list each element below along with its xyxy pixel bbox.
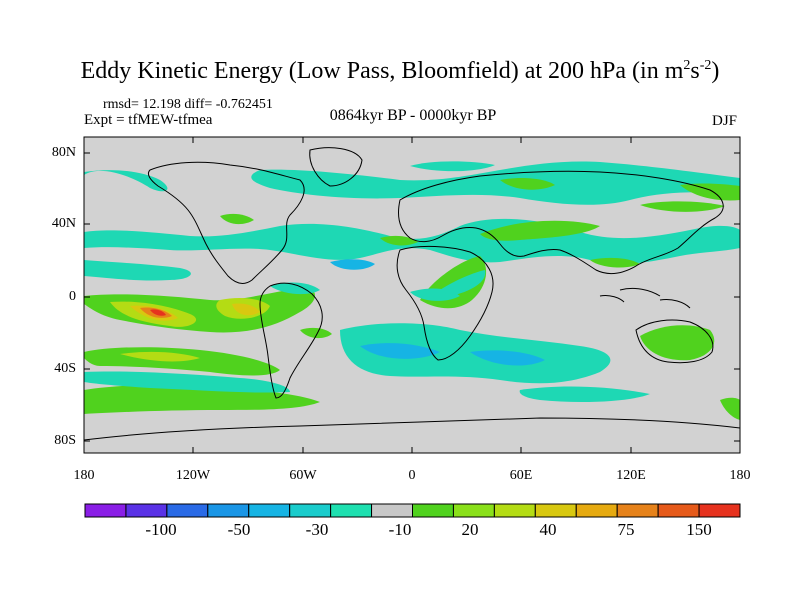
field-region-arctic-teal bbox=[410, 161, 495, 172]
stats-text: rmsd= 12.198 diff= -0.762451 bbox=[103, 97, 273, 112]
field-region-pacific-green bbox=[84, 287, 316, 333]
colorbar-swatch bbox=[493, 503, 536, 518]
lat-label-40s: 40S bbox=[54, 361, 76, 376]
colorbar-label: 40 bbox=[539, 520, 557, 539]
colorbar-label: -100 bbox=[145, 520, 177, 539]
field-region-sh-green bbox=[300, 327, 332, 339]
lat-label-80n: 80N bbox=[51, 145, 76, 160]
colorbar-swatch bbox=[575, 503, 618, 518]
colorbar-label: 75 bbox=[617, 520, 635, 539]
field-region-pacific-yellow bbox=[232, 303, 260, 316]
lon-label-120w: 120W bbox=[175, 468, 211, 483]
lon-label-60w: 60W bbox=[289, 468, 317, 483]
field-region-nh-green bbox=[480, 220, 600, 241]
field-region-sh-green bbox=[720, 397, 740, 420]
coastline-south-america bbox=[259, 282, 323, 399]
field-region-australia-green bbox=[640, 325, 715, 361]
field-region-nh-cyan bbox=[330, 259, 375, 270]
colorbar-swatch bbox=[698, 503, 741, 518]
field-region-sh-teal bbox=[84, 371, 290, 393]
lat-label-eq: 0 bbox=[69, 289, 76, 304]
colorbar-swatch bbox=[452, 503, 495, 518]
axis-ticks bbox=[84, 137, 740, 453]
colorbar bbox=[84, 503, 741, 518]
field-region-arctic-green bbox=[680, 183, 740, 201]
colorbar-label: 150 bbox=[686, 520, 712, 539]
map-title: Eddy Kinetic Energy (Low Pass, Bloomfiel… bbox=[80, 58, 720, 84]
colorbar-label: -50 bbox=[227, 520, 251, 539]
field-region-africa-teal bbox=[440, 270, 486, 296]
colorbar-swatch bbox=[330, 503, 373, 518]
field-region-sh-cyan bbox=[470, 350, 545, 366]
field-region-sh-lime bbox=[120, 351, 200, 362]
colorbar-swatch bbox=[657, 503, 700, 518]
lat-label-80s: 80S bbox=[54, 433, 76, 448]
colorbar-swatch bbox=[616, 503, 659, 518]
coastline-indonesia bbox=[599, 287, 691, 309]
coastline-antarctica bbox=[84, 417, 740, 441]
field-region-nh-teal bbox=[84, 260, 191, 281]
energy-field bbox=[84, 137, 740, 453]
field-region-pacific-red bbox=[150, 309, 166, 316]
lon-label-180w: 180 bbox=[73, 468, 95, 483]
colorbar-swatch bbox=[166, 503, 209, 518]
colorbar-swatch bbox=[207, 503, 250, 518]
season-label: DJF bbox=[712, 113, 738, 129]
field-region-arctic-teal bbox=[84, 170, 168, 192]
colorbar-swatch bbox=[412, 503, 454, 518]
field-region-arctic-green bbox=[500, 177, 555, 190]
period-label: 0864kyr BP - 0000kyr BP bbox=[329, 107, 497, 124]
field-region-sh-teal bbox=[519, 386, 650, 402]
lon-label-120e: 120E bbox=[616, 468, 646, 483]
field-region-nh-green bbox=[380, 235, 418, 246]
colorbar-label: -10 bbox=[388, 520, 412, 539]
field-region-arctic-teal bbox=[251, 161, 740, 205]
field-region-sh-cyan bbox=[360, 343, 440, 359]
colorbar-swatch bbox=[371, 503, 413, 518]
coastline-greenland bbox=[309, 147, 363, 187]
experiment-label: Expt = tfMEW-tfmea bbox=[84, 112, 213, 128]
lon-label-60e: 60E bbox=[509, 468, 533, 483]
field-region-nh-green bbox=[590, 257, 640, 268]
coastline-north-america bbox=[147, 161, 305, 284]
colorbar-label: 20 bbox=[461, 520, 479, 539]
colorbar-swatch bbox=[84, 503, 127, 518]
colorbar-swatch bbox=[125, 503, 168, 518]
lon-label-180e: 180 bbox=[729, 468, 751, 483]
coastlines bbox=[84, 147, 740, 441]
lat-label-40n: 40N bbox=[51, 216, 76, 231]
colorbar-label: -30 bbox=[305, 520, 329, 539]
colorbar-swatch bbox=[248, 503, 291, 518]
field-region-nh-green bbox=[640, 201, 725, 212]
field-region-pacific-teal bbox=[270, 282, 320, 295]
colorbar-swatch bbox=[534, 503, 577, 518]
coastline-eurasia bbox=[397, 170, 724, 274]
lon-label-0: 0 bbox=[408, 468, 416, 483]
coastline-africa bbox=[396, 245, 494, 361]
field-region-nh-green bbox=[220, 213, 254, 225]
coastline-australia bbox=[635, 319, 714, 364]
colorbar-swatch bbox=[289, 503, 332, 518]
